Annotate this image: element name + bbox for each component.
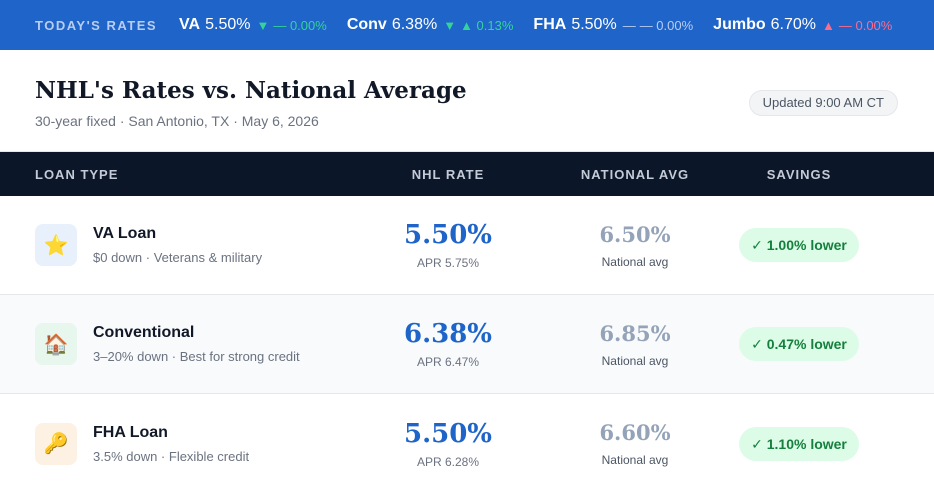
rates-ticker: TODAY'S RATES VA 5.50% ▼ — 0.00% Conv 6.… (0, 0, 934, 50)
loan-description: 3.5% down · Flexible credit (93, 448, 250, 464)
loan-description: $0 down · Veterans & military (93, 250, 263, 265)
savings-badge: ✓ 1.00% lower (739, 228, 859, 262)
flat-dash-icon: — (622, 17, 636, 33)
ticker-item-fha: FHA 5.50% — — 0.00% (533, 16, 693, 34)
savings-badge: ✓ 1.10% lower (739, 426, 859, 461)
star-icon: ⭐ (35, 224, 77, 266)
arrow-down-icon: ▼ (256, 17, 270, 33)
national-rate: 6.50% (599, 221, 671, 247)
table-row-va-loan: ⭐ VA Loan $0 down · Veterans & military … (0, 196, 934, 295)
column-header-nhl-rate: NHL RATE (411, 166, 485, 182)
key-icon: 🔑 (35, 422, 77, 465)
table-header: LOAN TYPE NHL RATE NATIONAL AVG SAVINGS (0, 152, 934, 196)
house-icon: 🏠 (35, 323, 77, 365)
ticker-item-name: VA (179, 16, 201, 33)
ticker-item-rate: 5.50% (205, 16, 251, 33)
ticker-item-change: — 0.00% (273, 17, 327, 33)
nhl-rate: 5.50% (403, 220, 493, 250)
loan-name: VA Loan (93, 225, 157, 242)
apr: APR 5.75% (416, 256, 480, 270)
nhl-rate: 5.50% (403, 418, 493, 449)
column-header-loan-type: LOAN TYPE (35, 166, 119, 182)
ticker-item-conv: Conv 6.38% ▼ ▲ 0.13% (347, 16, 514, 34)
table-row-fha-loan: 🔑 FHA Loan 3.5% down · Flexible credit 5… (0, 394, 934, 488)
ticker-item-change: — 0.00% (639, 17, 694, 33)
loan-name: Conventional (93, 324, 195, 341)
loan-name: FHA Loan (93, 423, 168, 441)
ticker-item-change: — 0.00% (838, 17, 893, 33)
ticker-item-name: Conv (346, 16, 387, 33)
page-header: NHL's Rates vs. National Average 30-year… (0, 50, 934, 152)
page-title: NHL's Rates vs. National Average (35, 77, 467, 104)
national-label: National avg (601, 353, 669, 368)
arrow-up-icon: ▲ (822, 17, 835, 33)
national-label: National avg (601, 453, 669, 467)
national-rate: 6.85% (599, 320, 671, 346)
ticker-item-rate: 6.70% (770, 16, 816, 33)
ticker-item-jumbo: Jumbo 6.70% ▲ — 0.00% (713, 16, 892, 34)
savings-badge: ✓ 0.47% lower (739, 327, 859, 361)
ticker-item-va: VA 5.50% ▼ — 0.00% (179, 16, 327, 34)
page-subtitle: 30-year fixed · San Antonio, TX · May 6,… (35, 113, 319, 129)
arrow-down-icon: ▼ (443, 17, 457, 33)
ticker-item-rate: 5.50% (571, 16, 617, 33)
column-header-national-avg: NATIONAL AVG (580, 166, 690, 182)
apr: APR 6.28% (416, 454, 480, 469)
ticker-item-change: ▲ 0.13% (460, 17, 514, 33)
column-header-savings: SAVINGS (766, 166, 832, 182)
updated-badge: Updated 9:00 AM CT (748, 90, 898, 116)
apr: APR 6.47% (416, 355, 480, 369)
national-rate: 6.60% (599, 420, 671, 445)
ticker-item-rate: 6.38% (391, 16, 438, 33)
table-row-conventional: 🏠 Conventional 3–20% down · Best for str… (0, 295, 934, 394)
ticker-label: TODAY'S RATES (35, 17, 158, 33)
ticker-item-name: Jumbo (713, 16, 766, 33)
nhl-rate: 6.38% (403, 319, 493, 349)
national-label: National avg (601, 254, 669, 269)
loan-description: 3–20% down · Best for strong credit (93, 349, 300, 364)
ticker-item-name: FHA (533, 16, 567, 33)
